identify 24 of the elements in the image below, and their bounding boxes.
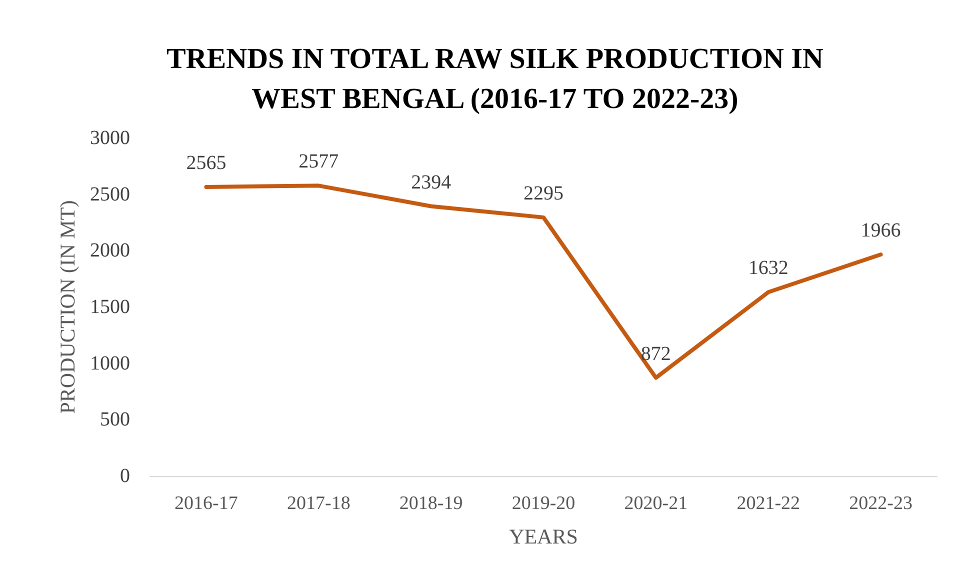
y-tick-label: 500	[100, 408, 130, 431]
x-tick-label: 2021-22	[736, 493, 800, 514]
data-label: 2394	[411, 171, 452, 194]
data-label: 1632	[748, 257, 788, 280]
data-label: 2577	[298, 150, 339, 173]
y-tick-label: 1000	[90, 352, 130, 374]
x-axis-title: YEARS	[509, 524, 578, 548]
y-tick-label: 0	[120, 465, 130, 487]
chart-title: TRENDS IN TOTAL RAW SILK PRODUCTION IN WEST BENGAL (2016-17 TO 2022-23)	[166, 43, 824, 115]
y-tick-label: 3000	[90, 127, 130, 149]
y-axis-title: PRODUCTION (IN MT)	[56, 200, 80, 414]
x-tick-label: 2022-23	[849, 493, 912, 514]
data-label: 2295	[524, 182, 564, 204]
data-label: 2565	[186, 152, 226, 174]
x-tick-label: 2016-17	[174, 493, 238, 514]
data-label: 872	[640, 342, 671, 365]
y-tick-label: 2500	[90, 183, 130, 206]
x-tick-label: 2017-18	[286, 493, 350, 514]
y-tick-label: 2000	[90, 240, 130, 262]
data-label: 1966	[860, 219, 901, 242]
x-tick-label: 2019-20	[512, 493, 576, 514]
y-tick-label: 1500	[90, 296, 130, 318]
x-tick-label: 2020-21	[624, 493, 688, 514]
x-tick-label: 2018-19	[399, 493, 463, 514]
